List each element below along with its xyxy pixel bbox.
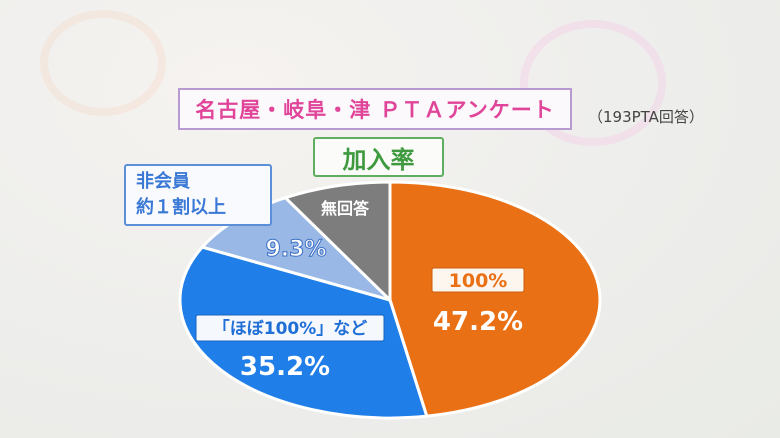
slice-label-noanswer: 無回答 bbox=[321, 199, 370, 218]
label-box-almost bbox=[195, 314, 385, 342]
slice-label-100: 100% bbox=[449, 270, 508, 292]
background-decoration bbox=[520, 20, 666, 146]
nonmember-callout: 非会員 約１割以上 bbox=[124, 164, 272, 226]
slice-value-nonmember: 9.3% bbox=[265, 237, 326, 262]
pie-slice-3 bbox=[282, 180, 392, 304]
slice-value-100: 47.2% bbox=[433, 307, 523, 337]
callout-line1: 非会員 bbox=[136, 171, 190, 192]
pie-slice-0 bbox=[388, 180, 602, 418]
callout-line2: 約１割以上 bbox=[136, 197, 226, 218]
label-box-100 bbox=[431, 267, 525, 293]
sample-note: （193PTA回答） bbox=[588, 108, 704, 126]
slice-label-almost: 「ほぼ100%」など bbox=[213, 318, 368, 339]
chart-subtitle: 加入率 bbox=[313, 137, 444, 177]
background-decoration bbox=[40, 10, 166, 116]
slice-value-almost: 35.2% bbox=[240, 352, 330, 382]
chart-title: 名古屋・岐阜・津 ＰＴＡアンケート bbox=[178, 88, 572, 130]
